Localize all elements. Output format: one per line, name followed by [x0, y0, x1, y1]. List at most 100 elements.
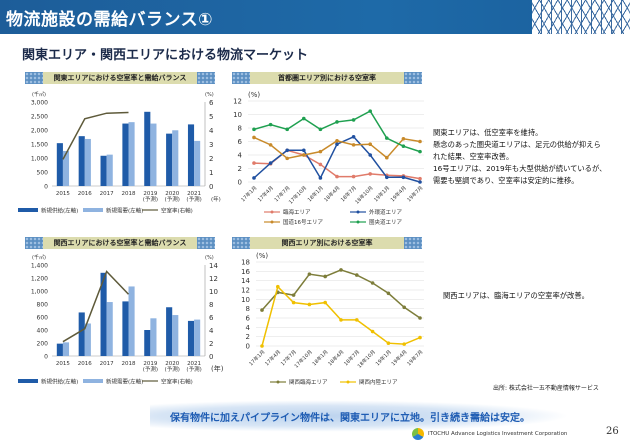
x-tick-label: 2020: [165, 191, 179, 197]
y-left-tick: 500: [37, 170, 49, 177]
chart-title-kansai-vacancy: 関西エリア別における空室率: [232, 237, 422, 249]
y-left-tick: 800: [37, 302, 49, 309]
legend-marker: [346, 380, 350, 384]
y-left-tick: 2,000: [31, 128, 48, 135]
header-bar: [0, 0, 630, 34]
data-point: [402, 342, 406, 346]
data-point: [252, 135, 256, 140]
bar-demand: [172, 315, 179, 356]
data-point: [335, 174, 339, 179]
data-point: [385, 175, 389, 180]
chart-title-shutoken-vacancy: 首都圏エリア別における空室率: [232, 72, 422, 84]
data-point: [386, 341, 391, 345]
data-point: [323, 274, 327, 279]
y-tick: 12: [241, 287, 250, 295]
y-left-tick: 400: [37, 328, 49, 335]
data-point: [385, 155, 389, 160]
bar-demand: [84, 138, 91, 186]
bar-supply: [187, 320, 195, 356]
data-point: [418, 335, 422, 340]
legend-label: 新規需要(左軸): [106, 207, 143, 215]
data-point: [370, 281, 375, 285]
x-tick-label: 2021: [187, 361, 201, 367]
kanto-notes: 関東エリアは、低空室率を維持。 懸念のあった圏央道エリアは、足元の供給が抑えら …: [433, 127, 606, 187]
bar-supply: [56, 343, 63, 356]
section-subtitle: 関東エリア・関西エリアにおける物流マーケット: [22, 48, 309, 63]
bar-supply: [78, 136, 85, 186]
data-point: [318, 162, 323, 167]
y-left-tick: 1,000: [31, 289, 48, 296]
x-tick-label: 2021: [187, 191, 201, 197]
x-tick-label: 2019: [143, 191, 157, 197]
x-tick-label: 19年4月: [389, 184, 408, 203]
y-tick: 6: [238, 138, 243, 146]
x-tick-label: 17年1月: [240, 184, 259, 203]
x-tick-label: 19年1月: [374, 348, 393, 367]
x-tick-label: 2018: [122, 191, 136, 197]
x-tick-label: 18年4月: [323, 184, 342, 203]
bar-supply: [122, 301, 129, 356]
legend-swatch: [83, 208, 103, 212]
data-point: [260, 344, 264, 348]
x-tick-label: 2019: [143, 361, 157, 367]
chart-title-text: 首都圏エリア別における空室率: [278, 74, 376, 82]
y-left-tick: 0: [44, 184, 48, 191]
data-point: [307, 302, 312, 307]
y-right-unit: (%): [205, 255, 214, 261]
banner-message: 保有物件に加えパイプライン物件は、関東エリアに立地。引き続き需給は安定。: [170, 413, 530, 424]
bar-demand: [62, 342, 70, 356]
data-point: [318, 176, 323, 180]
bar-supply: [144, 330, 151, 356]
kansai-note: 関西エリアは、臨海エリアの空室率が改善。: [443, 291, 589, 300]
bar-supply: [100, 155, 107, 186]
x-tick-label: 19年1月: [372, 184, 391, 203]
legend-label: 関西臨海エリア: [289, 378, 328, 386]
y-left-tick: 2,500: [31, 114, 48, 121]
data-point: [386, 291, 391, 296]
y-tick: 2: [246, 333, 250, 341]
y-left-tick: 1,200: [31, 276, 48, 283]
data-point: [302, 148, 306, 153]
chart-kansai-balance: 02004006008001,0001,2001,40002468101214(…: [18, 254, 224, 386]
y-tick: 8: [238, 125, 242, 133]
data-point: [355, 318, 359, 322]
data-point: [401, 175, 406, 180]
x-tick-label: 17年1月: [248, 348, 267, 367]
legend-swatch: [83, 379, 103, 383]
bar-supply: [100, 272, 107, 356]
bar-supply: [166, 133, 173, 186]
x-tick-label: 19年7月: [406, 184, 425, 203]
y-left-tick: 200: [37, 341, 49, 348]
data-point: [370, 329, 375, 334]
x-tick-label: 18年1月: [306, 184, 325, 203]
y-unit: (%): [248, 91, 260, 99]
x-tick-label: 2015: [56, 191, 70, 197]
data-point: [355, 273, 359, 277]
x-tick-label: 2017: [100, 361, 114, 367]
note-line: れた結果、空室率改善。: [433, 152, 514, 161]
bar-demand: [106, 302, 113, 356]
page-title: 物流施設の需給バランス①: [6, 10, 214, 30]
y-tick: 18: [241, 259, 250, 267]
note-line: 関東エリアは、低空室率を維持。: [433, 128, 543, 137]
x-tick-sublabel: (予測): [143, 195, 158, 203]
data-point: [401, 144, 406, 149]
source-note: 出所: 株式会社一五不動産情報サービス: [493, 385, 599, 392]
x-tick-sublabel: (予測): [165, 365, 180, 373]
corporation-name: ITOCHU Advance Logistics Investment Corp…: [428, 431, 568, 437]
legend-label: 空室率(右軸): [161, 378, 193, 386]
legend-label: 外環道エリア: [369, 208, 403, 216]
y-right-tick: 4: [209, 327, 214, 335]
y-right-tick: 2: [209, 155, 213, 163]
y-right-tick: 10: [209, 288, 218, 296]
bar-supply: [122, 123, 129, 186]
y-tick: 0: [238, 179, 242, 187]
legend-marker: [270, 220, 274, 224]
bar-demand: [194, 319, 201, 356]
data-point: [418, 139, 422, 144]
bar-demand: [62, 151, 70, 186]
data-point: [351, 143, 356, 147]
data-point: [307, 272, 312, 276]
legend-swatch: [18, 208, 38, 212]
y-right-tick: 14: [209, 262, 218, 270]
